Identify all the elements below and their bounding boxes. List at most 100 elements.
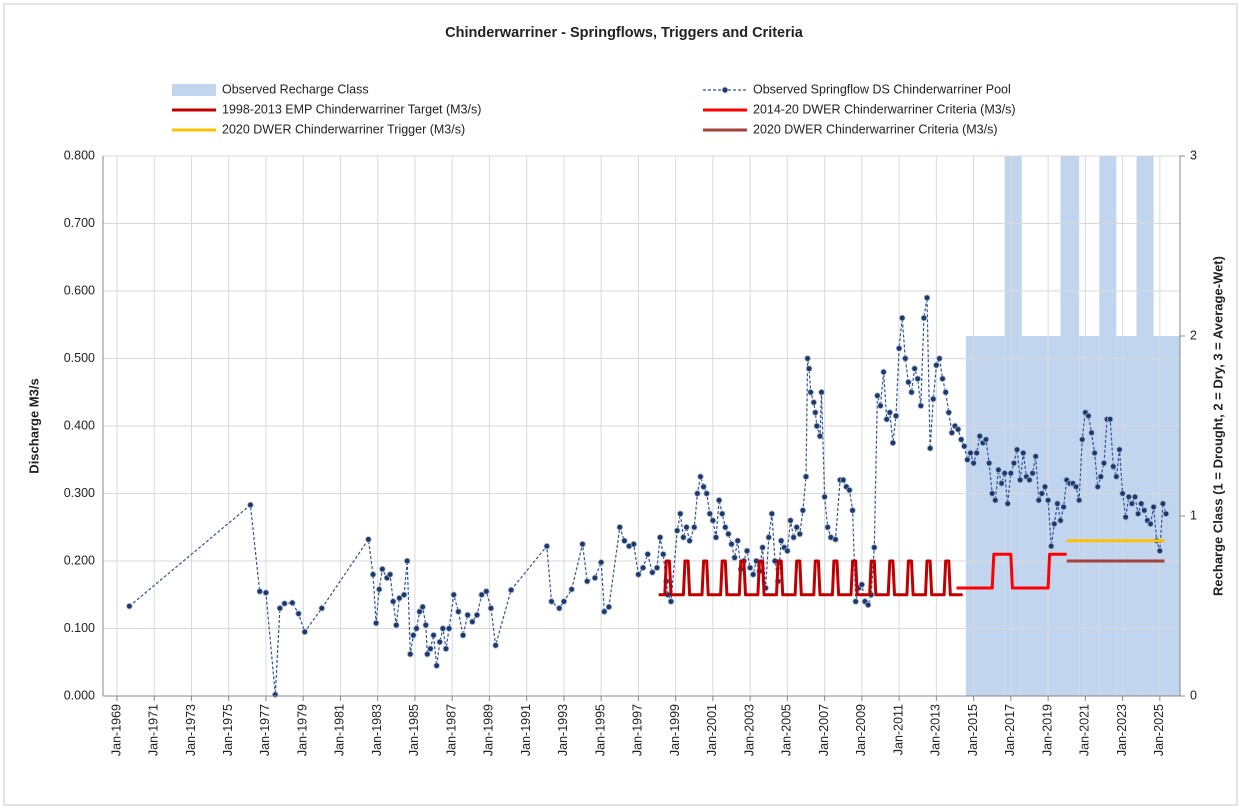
springflow-point [656, 534, 664, 541]
plot-area [103, 155, 1180, 698]
springflow-point [686, 537, 693, 544]
springflow-point [568, 586, 575, 593]
springflow-point [1004, 500, 1011, 507]
springflow-point [424, 650, 431, 658]
springflow-point [1029, 470, 1036, 477]
x-tick-label: Jan-2021 [1078, 704, 1092, 756]
springflow-point [899, 314, 906, 322]
springflow-point [871, 544, 878, 551]
springflow-point [680, 534, 687, 541]
springflow-point [1091, 449, 1098, 457]
y-tick-label: 0.300 [64, 486, 95, 500]
x-tick-label: Jan-1985 [407, 704, 421, 756]
springflow-point [1150, 503, 1157, 511]
springflow-point [715, 497, 723, 504]
x-tick-label: Jan-1995 [593, 704, 607, 756]
springflow-point [858, 581, 866, 588]
springflow-point [964, 456, 971, 463]
x-tick-label: Jan-1999 [668, 704, 682, 756]
springflow-point [816, 432, 824, 440]
x-tick-label: Jan-1971 [147, 704, 161, 756]
springflow-point [796, 530, 803, 538]
springflow-point [880, 368, 887, 376]
springflow-point [416, 608, 423, 615]
springflow-point [1060, 503, 1067, 511]
springflow-point [945, 409, 952, 416]
springflow-point [784, 547, 791, 555]
y-tick-label: 0.000 [64, 688, 95, 702]
y2-tick-label: 3 [1190, 148, 1197, 162]
x-tick-label: Jan-2023 [1115, 704, 1129, 756]
springflow-point [1075, 497, 1083, 504]
springflow-point [1113, 473, 1120, 480]
springflow-point [849, 507, 856, 514]
springflow-point [976, 432, 984, 440]
springflow-point [1119, 490, 1126, 497]
springflow-point [970, 459, 977, 467]
springflow-point [556, 605, 563, 612]
springflow-point [295, 610, 302, 617]
springflow-point [889, 439, 897, 447]
springflow-point [793, 524, 800, 531]
springflow-point [804, 355, 811, 362]
springflow-point [639, 564, 647, 571]
springflow-point [1094, 483, 1101, 490]
chart-title: Chinderwarriner - Springflows, Triggers … [445, 25, 804, 41]
springflow-point [712, 534, 720, 541]
springflow-point [262, 589, 270, 596]
springflow-point [433, 662, 440, 669]
x-tick-label: Jan-2007 [817, 704, 831, 756]
springflow-point [892, 412, 900, 420]
springflow-point [942, 389, 949, 396]
springflow-point [917, 402, 925, 409]
springflow-point [403, 557, 411, 565]
springflow-point [396, 594, 403, 602]
springflow-point [1138, 500, 1145, 507]
x-tick-label: Jan-2017 [1003, 704, 1017, 756]
legend-label: Observed Recharge Class [222, 82, 369, 96]
legend-swatch-marker [721, 86, 729, 94]
y-tick-label: 0.100 [64, 621, 95, 635]
springflow-point [1116, 446, 1123, 453]
springflow-point [1159, 500, 1167, 507]
springflow-point [790, 534, 797, 541]
springflow-point [805, 365, 813, 372]
springflow-point [667, 598, 675, 605]
springflow-line [129, 297, 1167, 696]
springflow-point [660, 551, 667, 558]
springflow-point [390, 598, 397, 605]
springflow-point [1047, 542, 1055, 550]
springflow-point [289, 599, 296, 607]
recharge-step [1021, 336, 1061, 696]
springflow-point [256, 588, 263, 595]
y-tick-label: 0.800 [64, 148, 95, 162]
springflow-point [605, 603, 613, 611]
grid-layer [103, 155, 1180, 697]
springflow-point [743, 547, 751, 555]
springflow-point [560, 598, 568, 605]
springflow-point [765, 534, 772, 541]
springflow-point [812, 409, 819, 416]
springflow-point [914, 375, 921, 382]
springflow-point [846, 486, 853, 494]
y2-axis-title: Recharge Class (1 = Drought, 2 = Dry, 3 … [1210, 256, 1225, 596]
springflow-point [813, 422, 821, 430]
springflow-point [697, 473, 704, 480]
y2-tick-label: 1 [1190, 508, 1197, 522]
x-tick-label: Jan-2005 [780, 704, 794, 756]
springflow-point [840, 476, 847, 484]
recharge-step [965, 336, 1005, 696]
springflow-point [579, 540, 586, 548]
springflow-point [728, 540, 735, 548]
springflow-point [649, 569, 656, 576]
y-tick-label: 0.700 [64, 216, 95, 230]
x-tick-label: Jan-1983 [370, 704, 384, 756]
springflow-point [920, 314, 928, 322]
springflow-point [478, 591, 485, 598]
springflow-point [992, 497, 999, 504]
y-tick-label: 0.500 [64, 351, 95, 365]
springflow-point [1016, 476, 1024, 484]
springflow-point [1106, 416, 1114, 423]
springflow-point [469, 618, 476, 625]
